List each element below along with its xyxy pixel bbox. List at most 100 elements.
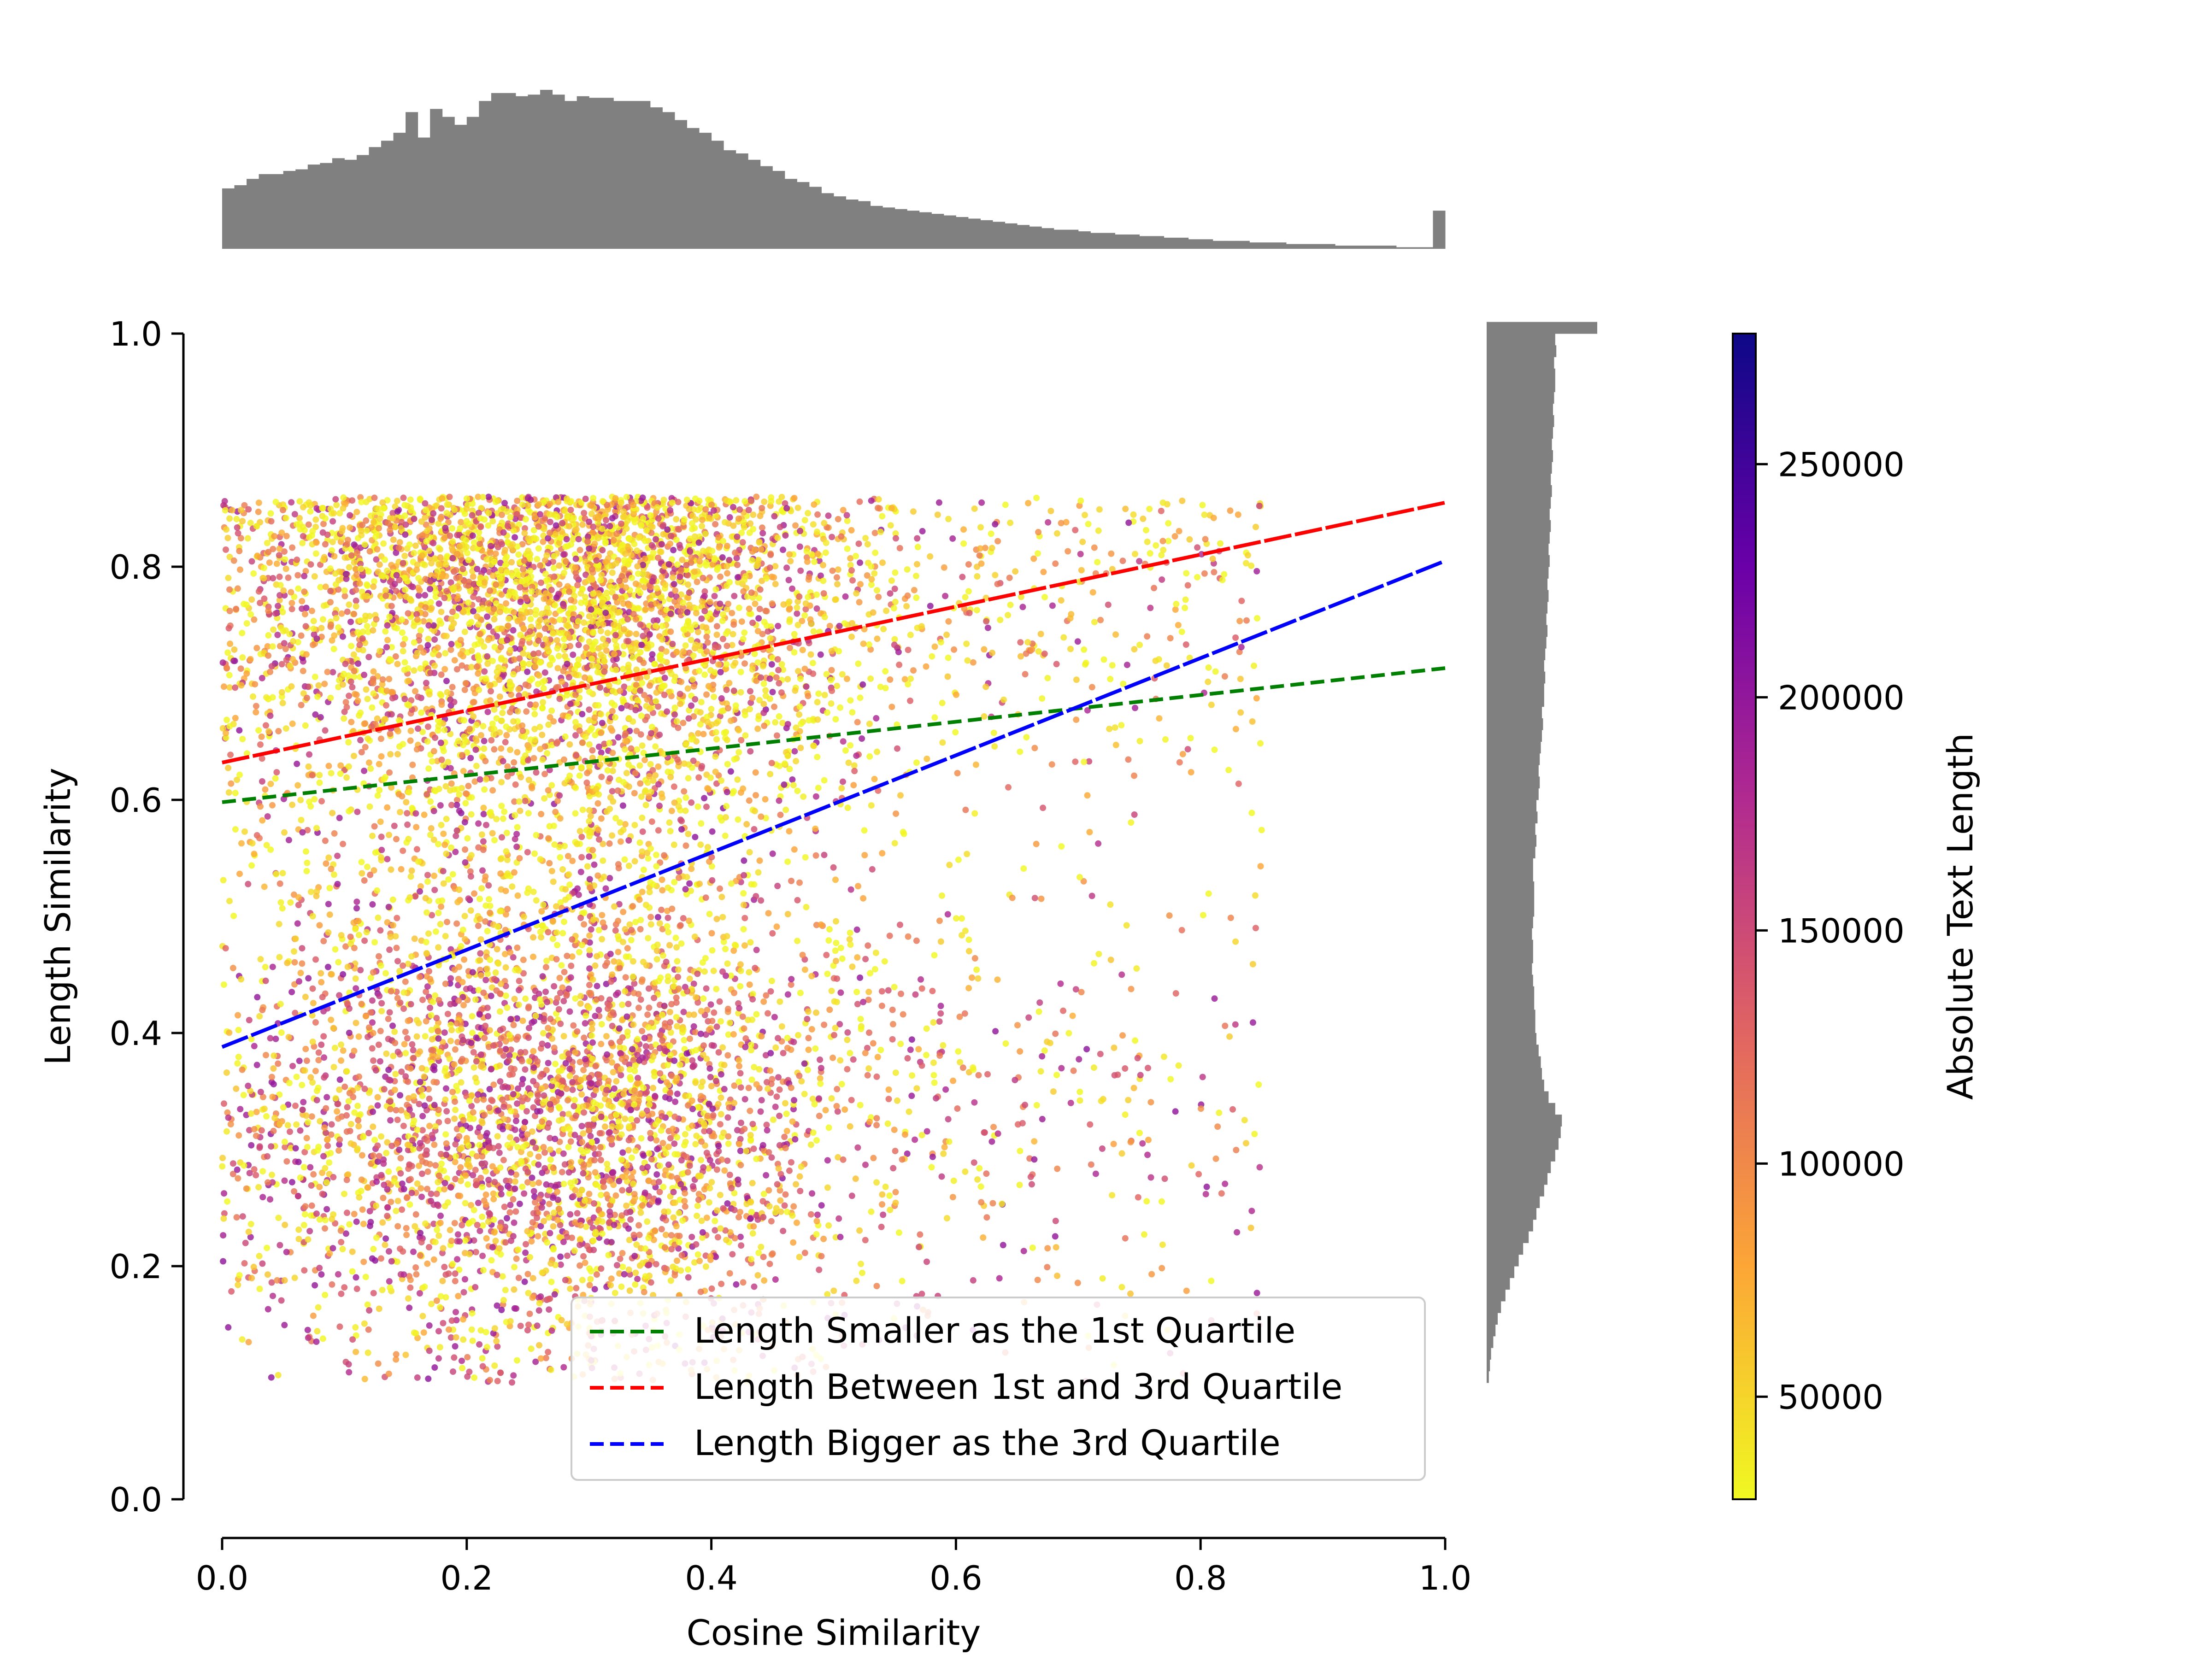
scatter-point	[259, 778, 265, 785]
scatter-point	[1139, 1140, 1146, 1147]
scatter-point	[523, 1108, 530, 1115]
scatter-point	[737, 1147, 744, 1154]
scatter-point	[776, 713, 782, 720]
scatter-points	[219, 493, 1265, 1386]
scatter-point	[235, 1012, 241, 1019]
scatter-point	[438, 609, 445, 616]
scatter-point	[439, 495, 446, 502]
scatter-point	[1035, 1008, 1042, 1015]
scatter-point	[860, 895, 867, 902]
scatter-point	[1238, 598, 1245, 605]
scatter-point	[837, 945, 844, 951]
scatter-point	[446, 1326, 452, 1333]
scatter-point	[703, 1215, 710, 1221]
scatter-point	[1067, 646, 1074, 652]
scatter-point	[299, 540, 306, 546]
scatter-point	[825, 937, 832, 944]
scatter-point	[784, 991, 791, 998]
scatter-point	[620, 643, 627, 650]
scatter-point	[552, 1135, 559, 1142]
scatter-point	[451, 657, 458, 664]
top-hist-bar	[993, 222, 1006, 249]
scatter-point	[547, 1230, 553, 1237]
scatter-point	[375, 914, 382, 921]
scatter-point	[712, 1227, 718, 1234]
right-hist-bar	[1487, 1219, 1533, 1232]
scatter-point	[460, 1336, 467, 1343]
scatter-point	[959, 1064, 966, 1071]
scatter-point	[1033, 494, 1040, 501]
scatter-point	[515, 1001, 522, 1008]
scatter-point	[367, 974, 374, 981]
scatter-point	[1041, 1047, 1048, 1054]
scatter-point	[561, 569, 567, 576]
right-hist-bar	[1487, 380, 1555, 392]
scatter-point	[885, 987, 892, 994]
scatter-point	[343, 1068, 350, 1075]
scatter-point	[769, 689, 776, 695]
scatter-point	[945, 516, 952, 522]
scatter-point	[1091, 544, 1098, 551]
scatter-point	[672, 934, 679, 941]
scatter-point	[475, 493, 482, 500]
scatter-point	[882, 1183, 889, 1190]
scatter-point	[484, 613, 490, 620]
scatter-point	[558, 1090, 565, 1097]
scatter-point	[650, 1085, 657, 1092]
right-hist-bar	[1487, 951, 1533, 963]
scatter-point	[790, 1203, 797, 1210]
scatter-point	[617, 838, 624, 845]
scatter-point	[399, 629, 406, 636]
scatter-point	[1199, 502, 1206, 509]
scatter-point	[983, 1170, 990, 1177]
scatter-point	[801, 517, 808, 523]
scatter-point	[460, 1289, 467, 1296]
scatter-point	[622, 988, 629, 995]
scatter-point	[418, 518, 425, 525]
scatter-point	[1099, 1145, 1106, 1152]
scatter-point	[833, 939, 840, 946]
scatter-point	[400, 847, 406, 854]
scatter-point	[879, 559, 886, 566]
scatter-point	[1053, 530, 1060, 537]
scatter-point	[288, 989, 295, 996]
scatter-point	[653, 863, 660, 870]
scatter-point	[561, 918, 567, 925]
scatter-point	[673, 994, 680, 1001]
scatter-point	[617, 1256, 624, 1262]
right-hist-bar	[1487, 1301, 1501, 1313]
scatter-point	[577, 869, 584, 875]
scatter-point	[292, 1010, 299, 1016]
scatter-point	[647, 1279, 654, 1286]
scatter-point	[521, 1190, 528, 1197]
scatter-point	[220, 877, 227, 884]
scatter-point	[685, 775, 692, 782]
right-hist-bar	[1487, 858, 1533, 870]
scatter-point	[808, 1026, 815, 1033]
top-hist-bar	[1200, 239, 1213, 249]
top-hist-bar	[1371, 246, 1384, 249]
scatter-point	[499, 834, 505, 841]
right-hist-bar	[1487, 881, 1535, 893]
top-hist-bar	[332, 158, 345, 249]
scatter-point	[452, 1106, 459, 1113]
scatter-point	[288, 1179, 295, 1186]
scatter-point	[354, 1103, 361, 1109]
scatter-point	[851, 768, 858, 775]
top-hist-bar	[222, 188, 235, 249]
scatter-point	[241, 502, 248, 509]
scatter-point	[523, 1241, 529, 1248]
top-hist-bar	[1286, 244, 1299, 249]
scatter-point	[917, 1231, 924, 1238]
scatter-point	[282, 725, 289, 732]
scatter-point	[342, 943, 349, 950]
scatter-point	[853, 1277, 860, 1284]
scatter-point	[383, 644, 390, 651]
scatter-point	[320, 1033, 327, 1040]
scatter-point	[1132, 704, 1138, 711]
scatter-point	[974, 1176, 981, 1183]
scatter-point	[298, 702, 305, 709]
top-hist-bar	[381, 141, 394, 249]
scatter-point	[848, 1192, 855, 1199]
scatter-point	[581, 921, 588, 928]
